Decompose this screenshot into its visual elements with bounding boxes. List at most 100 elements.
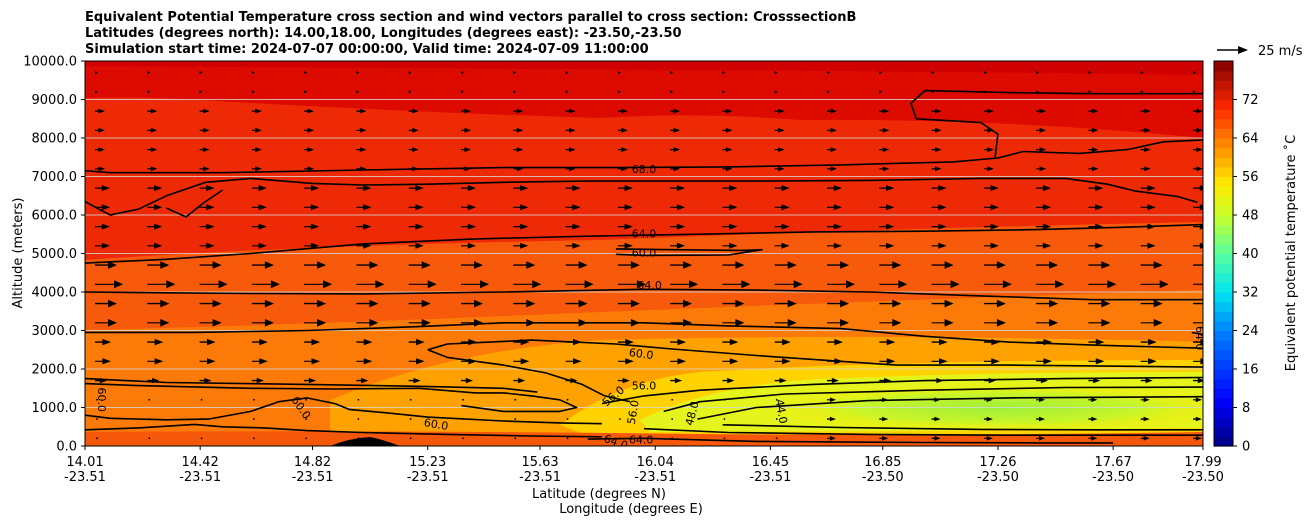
wind-vector — [983, 223, 999, 230]
wind-vector — [356, 71, 360, 75]
x-tick-label-lat: 16.85 — [864, 455, 901, 470]
wind-vector — [1036, 242, 1052, 249]
wind-vector — [983, 204, 999, 211]
wind-vector — [671, 418, 674, 420]
y-axis-ticks: 0.0 1000.0 2000.0 3000.0 4000.0 5000.0 6000.0 7… — [23, 55, 85, 455]
wind-vector — [147, 223, 163, 230]
wind-vector — [462, 437, 464, 440]
x-tick-label-lon: -23.51 — [519, 470, 561, 485]
x-tick-label-lon: -23.50 — [1182, 470, 1224, 485]
wind-vector — [304, 127, 315, 133]
wind-vector — [931, 223, 947, 230]
wind-vector — [879, 185, 895, 192]
wind-vector — [252, 418, 255, 420]
wind-vector — [983, 436, 993, 441]
y-tick-label: 6000.0 — [32, 209, 78, 224]
wind-vector — [1193, 166, 1203, 172]
wind-vector — [1036, 319, 1059, 327]
field-top-dark — [85, 61, 1203, 75]
wind-vector — [1036, 185, 1052, 192]
contour-line-60 — [427, 339, 1203, 368]
wind-vector — [617, 261, 640, 269]
colorbar-tick-label: 8 — [1242, 401, 1250, 416]
contour-line-60 — [615, 248, 763, 257]
wind-vector — [1088, 416, 1098, 422]
wind-vector — [722, 127, 733, 133]
wind-vector — [879, 338, 896, 346]
wind-vector — [200, 398, 203, 401]
colorbar-band — [1214, 138, 1233, 149]
wind-vector — [983, 338, 1000, 346]
wind-vector — [96, 418, 98, 420]
colorbar-band — [1214, 311, 1233, 322]
colorbar-band — [1214, 359, 1233, 370]
wind-vector — [1036, 261, 1059, 269]
wind-vector — [827, 204, 842, 211]
wind-vector — [461, 127, 471, 133]
wind-vector — [1036, 436, 1046, 441]
x-tick-label-lon: -23.51 — [292, 470, 334, 485]
wind-vector — [513, 280, 542, 289]
wind-vector — [147, 299, 170, 308]
wind-vector — [670, 108, 681, 114]
colorbar-band — [1214, 272, 1233, 283]
wind-vector — [1193, 185, 1203, 192]
wind-vector — [409, 437, 412, 440]
wind-vector — [147, 261, 170, 269]
wind-vector — [95, 223, 110, 230]
wind-vector — [95, 377, 107, 384]
wind-vector — [617, 204, 633, 211]
wind-vector — [95, 185, 110, 192]
wind-vector — [879, 436, 889, 441]
wind-vector — [670, 166, 681, 172]
wind-vector — [357, 398, 360, 401]
colorbar — [1214, 61, 1233, 447]
wind-vector — [199, 127, 210, 133]
y-tick-label: 3000.0 — [32, 324, 78, 339]
wind-vector — [304, 90, 308, 94]
wind-vector — [408, 319, 431, 327]
wind-vector — [1088, 299, 1111, 308]
wind-vector — [513, 204, 529, 211]
wind-vector — [462, 398, 464, 401]
wind-vector — [931, 280, 960, 289]
wind-vector — [199, 377, 212, 384]
wind-vector — [95, 242, 110, 249]
chart-title-line-3: Simulation start time: 2024-07-07 00:00:… — [85, 42, 649, 57]
x-axis-label-latitude: Latitude (degrees N) — [532, 487, 666, 502]
wind-vector — [199, 166, 210, 172]
wind-vector — [356, 108, 367, 114]
wind-vector — [147, 71, 151, 75]
wind-vector — [356, 319, 379, 327]
wind-vector — [618, 418, 621, 420]
wind-vector — [1140, 242, 1156, 249]
contour-label: 64.0 — [632, 227, 657, 240]
wind-vector — [827, 280, 855, 289]
wind-vector — [514, 418, 517, 420]
wind-vector — [722, 242, 738, 249]
wind-vector — [774, 261, 797, 269]
wind-vector — [565, 185, 581, 192]
wind-vector — [983, 377, 996, 384]
wind-vector — [408, 377, 421, 384]
colorbar-ticks: 0 8 16 24 32 40 48 56 64 72 — [1233, 93, 1259, 455]
wind-vector — [1036, 204, 1052, 211]
wind-vector — [461, 71, 464, 75]
wind-vector — [670, 319, 693, 327]
wind-vector — [304, 204, 320, 211]
wind-vector — [408, 90, 412, 94]
wind-vector — [1036, 416, 1046, 422]
wind-vector — [95, 166, 105, 172]
wind-vector — [1140, 90, 1144, 94]
wind-vector — [617, 338, 634, 346]
wind-vector — [1193, 204, 1203, 211]
wind-vector — [931, 242, 947, 249]
colorbar-tick-label: 64 — [1242, 132, 1259, 147]
wind-vector — [357, 418, 360, 420]
wind-vector — [1036, 280, 1065, 289]
wind-vector — [879, 416, 889, 422]
wind-vector — [147, 377, 160, 384]
contour-line-56 — [601, 376, 1203, 405]
wind-vector — [304, 147, 315, 152]
